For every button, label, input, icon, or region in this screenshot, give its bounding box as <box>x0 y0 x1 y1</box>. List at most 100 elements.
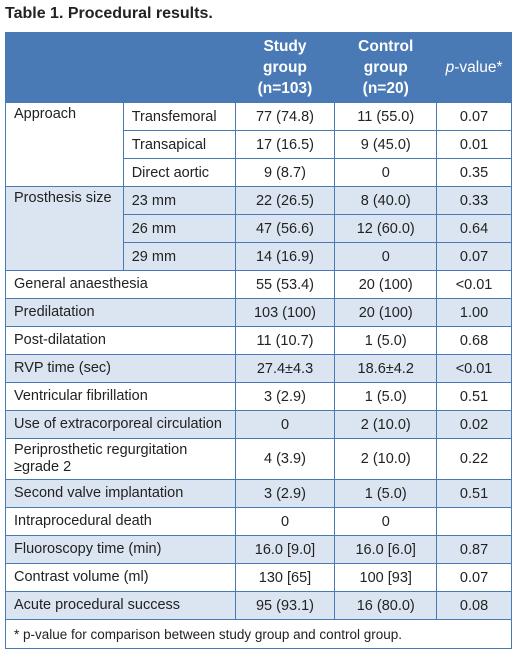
value-cell: 3 (2.9) <box>234 479 336 508</box>
row-label: Fluoroscopy time (min) <box>5 535 236 564</box>
row-label: General anaesthesia <box>5 270 236 299</box>
value-cell: 0.22 <box>436 438 512 480</box>
header-cell: p-value* <box>436 32 512 103</box>
value-cell: 16.0 [6.0] <box>334 535 438 564</box>
value-cell: 1 (5.0) <box>334 479 438 508</box>
row-label: Transapical <box>122 130 236 159</box>
value-cell: 16 (80.0) <box>334 591 438 620</box>
value-cell: 16.0 [9.0] <box>234 535 336 564</box>
table-row: Post-dilatation 11 (10.7) 1 (5.0) 0.68 <box>5 326 512 355</box>
row-label: Acute procedural success <box>5 591 236 620</box>
value-cell: 0.07 <box>436 242 512 271</box>
value-cell: 14 (16.9) <box>234 242 336 271</box>
value-cell: 11 (10.7) <box>234 326 336 355</box>
header-cell: Control group (n=20) <box>334 32 438 103</box>
table-title: Table 1. Procedural results. <box>5 5 213 22</box>
value-cell: 12 (60.0) <box>334 214 438 243</box>
results-table: Study group (n=103) Control group (n=20)… <box>5 32 512 649</box>
value-cell: 0 <box>334 158 438 187</box>
header-cell: Study group (n=103) <box>234 32 336 103</box>
value-cell: 4 (3.9) <box>234 438 336 480</box>
value-cell: 0.07 <box>436 563 512 592</box>
value-cell: 9 (45.0) <box>334 130 438 159</box>
row-label: 29 mm <box>122 242 236 271</box>
group-label: Approach <box>5 102 124 187</box>
value-cell: 0.08 <box>436 591 512 620</box>
table-row: Contrast volume (ml) 130 [65] 100 [93] 0.07 <box>5 563 512 592</box>
row-label: Ventricular fibrillation <box>5 382 236 411</box>
value-cell: 9 (8.7) <box>234 158 336 187</box>
value-cell: 0.51 <box>436 382 512 411</box>
value-cell: 20 (100) <box>334 298 438 327</box>
group-label: Prosthesis size <box>5 186 124 271</box>
value-cell: <0.01 <box>436 270 512 299</box>
table-row: Intraprocedural death 0 0 <box>5 507 512 536</box>
value-cell: 2 (10.0) <box>334 438 438 480</box>
value-cell: 20 (100) <box>334 270 438 299</box>
value-cell: 0.51 <box>436 479 512 508</box>
value-cell: 0 <box>334 507 438 536</box>
value-cell: 47 (56.6) <box>234 214 336 243</box>
row-label: Transfemoral <box>122 102 236 131</box>
value-cell: 1 (5.0) <box>334 326 438 355</box>
row-label: Second valve implantation <box>5 479 236 508</box>
value-cell: 11 (55.0) <box>334 102 438 131</box>
value-cell: 8 (40.0) <box>334 186 438 215</box>
table-row: Transapical 17 (16.5) 9 (45.0) 0.01 <box>6 130 512 159</box>
header-cell <box>5 32 236 103</box>
header-row: Study group (n=103) Control group (n=20)… <box>5 32 512 103</box>
row-label: 26 mm <box>122 214 236 243</box>
value-cell: 3 (2.9) <box>234 382 336 411</box>
row-label: RVP time (sec) <box>5 354 236 383</box>
value-cell: 0 <box>234 507 336 536</box>
table-row: Acute procedural success 95 (93.1) 16 (80.… <box>5 591 512 620</box>
row-label: Contrast volume (ml) <box>5 563 236 592</box>
table-row: Use of extracorporeal circulation 0 2 (10.… <box>5 410 512 439</box>
row-label: Periprosthetic regurgitation ≥grade 2 <box>5 438 236 480</box>
footnote-row: * p-value for comparison between study g… <box>5 619 512 649</box>
value-cell: 27.4±4.3 <box>234 354 336 383</box>
value-cell: 1.00 <box>436 298 512 327</box>
table-row: Ventricular fibrillation 3 (2.9) 1 (5.0) 0.… <box>5 382 512 411</box>
value-cell <box>436 507 512 536</box>
value-cell: 0 <box>334 242 438 271</box>
row-label: Post-dilatation <box>5 326 236 355</box>
value-cell: 22 (26.5) <box>234 186 336 215</box>
header-text: -value* <box>454 59 503 76</box>
value-cell: 2 (10.0) <box>334 410 438 439</box>
value-cell: 100 [93] <box>334 563 438 592</box>
table-row: Direct aortic 9 (8.7) 0 0.35 <box>6 158 512 187</box>
value-cell: 0 <box>234 410 336 439</box>
row-label: Use of extracorporeal circulation <box>5 410 236 439</box>
value-cell: 55 (53.4) <box>234 270 336 299</box>
value-cell: 0.02 <box>436 410 512 439</box>
value-cell: 0.35 <box>436 158 512 187</box>
value-cell: 0.64 <box>436 214 512 243</box>
row-label: Direct aortic <box>122 158 236 187</box>
value-cell: 0.33 <box>436 186 512 215</box>
value-cell: 0.01 <box>436 130 512 159</box>
row-label: Predilatation <box>5 298 236 327</box>
table-row: Predilatation 103 (100) 20 (100) 1.00 <box>5 298 512 327</box>
table-row: Second valve implantation 3 (2.9) 1 (5.0) 0… <box>5 479 512 508</box>
footnote: * p-value for comparison between study g… <box>5 619 512 649</box>
table-row: Approach Transfemoral 77 (74.8) 11 (55.0) 0.… <box>5 102 512 187</box>
table-row: RVP time (sec) 27.4±4.3 18.6±4.2 <0.01 <box>5 354 512 383</box>
value-cell: 130 [65] <box>234 563 336 592</box>
value-cell: 103 (100) <box>234 298 336 327</box>
value-cell: 18.6±4.2 <box>334 354 438 383</box>
value-cell: 77 (74.8) <box>234 102 336 131</box>
row-label: 23 mm <box>122 186 236 215</box>
value-cell: 1 (5.0) <box>334 382 438 411</box>
table-row: Fluoroscopy time (min) 16.0 [9.0] 16.0 [6.… <box>5 535 512 564</box>
value-cell: <0.01 <box>436 354 512 383</box>
table-row: General anaesthesia 55 (53.4) 20 (100) <0.0… <box>5 270 512 299</box>
value-cell: 95 (93.1) <box>234 591 336 620</box>
value-cell: 17 (16.5) <box>234 130 336 159</box>
value-cell: 0.07 <box>436 102 512 131</box>
value-cell: 0.87 <box>436 535 512 564</box>
value-cell: 0.68 <box>436 326 512 355</box>
row-label: Intraprocedural death <box>5 507 236 536</box>
header-text: p <box>445 59 455 76</box>
